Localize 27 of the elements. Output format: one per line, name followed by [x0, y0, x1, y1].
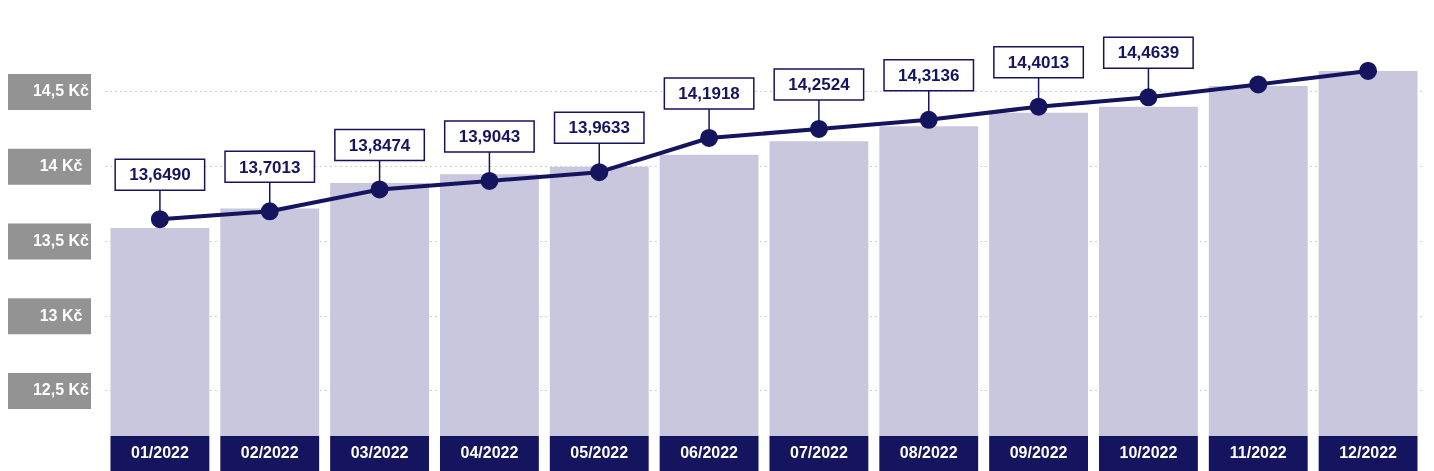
- y-tick-label: 13 Kč: [39, 306, 83, 324]
- x-tick-label: 03/2022: [350, 443, 409, 461]
- x-tick-label: 04/2022: [460, 443, 519, 461]
- y-tick-label: 13,5 Kč: [32, 231, 90, 249]
- data-label: 13,9043: [458, 127, 521, 147]
- x-tick-label: 08/2022: [899, 443, 958, 461]
- x-tick-label: 10/2022: [1119, 443, 1178, 461]
- data-label: 14,4639: [1117, 43, 1180, 63]
- data-label: 13,9633: [568, 118, 630, 138]
- y-tick-label: 14,5 Kč: [32, 82, 90, 100]
- data-label: 14,2524: [788, 75, 851, 95]
- data-label: 14,3136: [898, 65, 960, 85]
- y-tick-label: 12,5 Kč: [32, 381, 90, 399]
- x-tick-label: 11/2022: [1229, 443, 1287, 461]
- y-tick-label: 14 Kč: [39, 157, 83, 175]
- data-label: 13,6490: [129, 165, 191, 185]
- x-tick-label: 05/2022: [570, 443, 629, 461]
- x-tick-label: 07/2022: [789, 443, 848, 461]
- data-label: 13,8474: [348, 135, 411, 155]
- data-label: 14,1918: [678, 84, 740, 104]
- data-label: 13,7013: [239, 157, 301, 177]
- x-tick-label: 02/2022: [240, 443, 299, 461]
- x-tick-label: 06/2022: [680, 443, 739, 461]
- x-tick-label: 12/2022: [1339, 443, 1398, 461]
- x-tick-label: 01/2022: [130, 443, 189, 461]
- x-tick-label: 09/2022: [1009, 443, 1068, 461]
- data-label: 14,4013: [1007, 52, 1070, 72]
